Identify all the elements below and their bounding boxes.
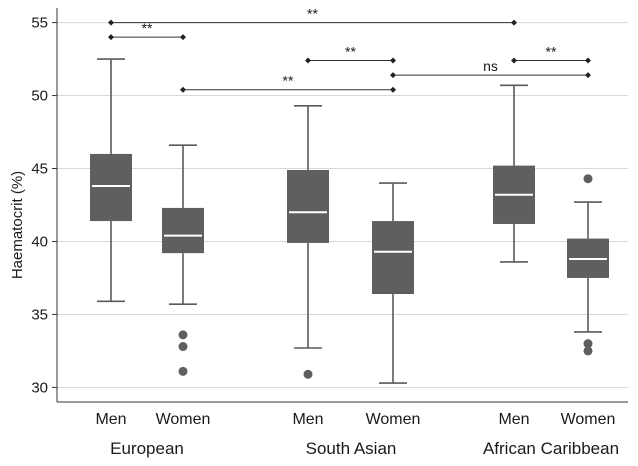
x-tick-label: Women: [366, 411, 421, 428]
iqr-box: [287, 169, 329, 243]
box-men-african-caribbean: [493, 84, 535, 263]
outlier-point: [583, 346, 593, 356]
significance-label: **: [345, 44, 356, 60]
group-label: South Asian: [306, 439, 397, 458]
x-tick-label: Women: [156, 411, 211, 428]
bracket-end-marker: [511, 57, 517, 64]
y-axis-label: Haematocrit (%): [9, 171, 26, 279]
comparison-bracket: **: [108, 20, 186, 41]
iqr-box: [90, 153, 132, 222]
y-tick-label: 35: [31, 306, 48, 323]
iqr-box: [162, 207, 204, 254]
comparison-bracket: **: [511, 44, 591, 64]
bracket-end-marker: [180, 86, 186, 93]
bracket-end-marker: [108, 34, 114, 41]
significance-label: **: [142, 20, 153, 36]
box-women-european: [162, 144, 204, 376]
box-men-south-asian: [287, 104, 329, 379]
boxes: [90, 58, 609, 384]
bracket-end-marker: [511, 19, 517, 26]
significance-label: **: [283, 73, 294, 89]
outlier-point: [583, 339, 593, 349]
box-men-european: [90, 58, 132, 303]
comparison-brackets: ** ** ** ** ns **: [108, 6, 591, 93]
y-tick-label: 30: [31, 379, 48, 396]
y-tick-label: 45: [31, 161, 48, 178]
comparison-bracket: **: [108, 6, 517, 26]
y-tick-label: 40: [31, 233, 48, 250]
significance-label: **: [307, 6, 318, 22]
box-women-south-asian: [372, 182, 414, 384]
outlier-point: [303, 369, 313, 379]
group-label: African Caribbean: [483, 439, 619, 458]
group-label: European: [110, 439, 184, 458]
axes: 30 35 40 45 50 55 Men Women Men Women Men Women Euro…: [31, 8, 628, 458]
y-tick-label: 50: [31, 88, 48, 105]
bracket-end-marker: [390, 86, 396, 93]
box-women-african-caribbean: [567, 174, 609, 356]
significance-label: ns: [483, 58, 498, 74]
outlier-point: [178, 366, 188, 376]
bracket-end-marker: [585, 72, 591, 79]
y-tick-label: 55: [31, 15, 48, 32]
bracket-end-marker: [305, 57, 311, 64]
x-tick-label: Men: [498, 411, 529, 428]
outlier-point: [583, 174, 593, 184]
bracket-end-marker: [585, 57, 591, 64]
bracket-end-marker: [180, 34, 186, 41]
outlier-point: [178, 330, 188, 340]
comparison-bracket: **: [180, 73, 396, 93]
comparison-bracket: **: [305, 44, 396, 64]
bracket-end-marker: [390, 72, 396, 79]
x-tick-label: Women: [561, 411, 616, 428]
x-tick-label: Men: [292, 411, 323, 428]
significance-label: **: [546, 44, 557, 60]
x-tick-label: Men: [95, 411, 126, 428]
comparison-bracket: ns: [390, 58, 591, 79]
outlier-point: [178, 342, 188, 352]
bracket-end-marker: [390, 57, 396, 64]
iqr-box: [372, 221, 414, 295]
bracket-end-marker: [108, 19, 114, 26]
